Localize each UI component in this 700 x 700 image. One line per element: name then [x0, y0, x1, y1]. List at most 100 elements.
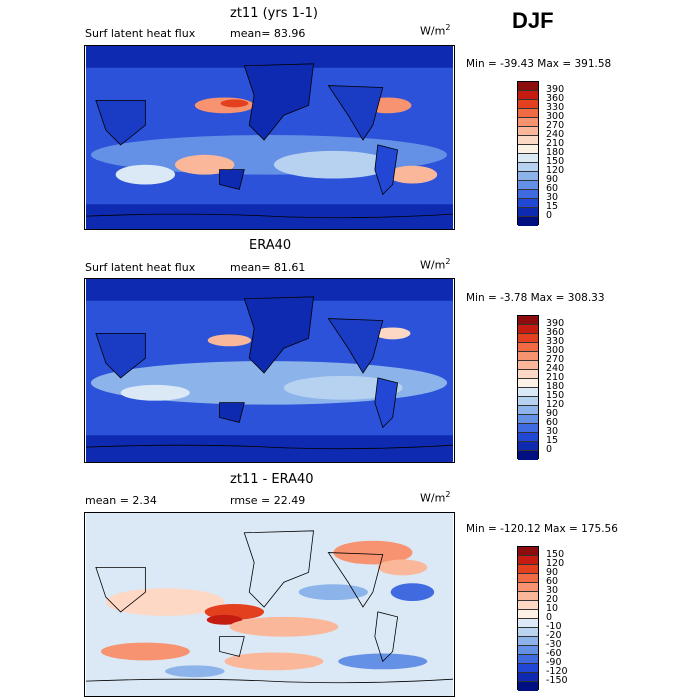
- colorbar-swatch: [518, 118, 538, 127]
- colorbar-swatch: [518, 583, 538, 592]
- colorbar-tick-label: 120: [546, 399, 565, 410]
- panel-title: zt11 - ERA40: [230, 472, 314, 487]
- colorbar-tick-label: -150: [546, 675, 568, 686]
- colorbar-swatch: [518, 556, 538, 565]
- colorbar-swatch: [518, 208, 538, 217]
- map-model: [84, 45, 455, 230]
- colorbar-swatch: [518, 637, 538, 646]
- colorbar-swatch: [518, 127, 538, 136]
- colorbar: [517, 546, 539, 691]
- colorbar-tick-label: -60: [546, 648, 562, 659]
- colorbar-tick-label: 390: [546, 318, 565, 329]
- colorbar-swatch: [518, 136, 538, 145]
- colorbar-tick-label: 150: [546, 156, 565, 167]
- colorbar-swatch: [518, 388, 538, 397]
- colorbar-swatch: [518, 664, 538, 673]
- colorbar-swatch: [518, 343, 538, 352]
- colorbar-tick-label: 300: [546, 345, 565, 356]
- map-reference: [84, 278, 455, 463]
- colorbar-swatch: [518, 217, 538, 226]
- colorbar-tick-label: 15: [546, 201, 559, 212]
- colorbar-swatch: [518, 361, 538, 370]
- colorbar-tick-label: 390: [546, 84, 565, 95]
- colorbar-swatch: [518, 451, 538, 460]
- colorbar-swatch: [518, 109, 538, 118]
- colorbar-swatch: [518, 592, 538, 601]
- colorbar-swatch: [518, 655, 538, 664]
- colorbar-tick-label: 210: [546, 372, 565, 383]
- colorbar-swatch: [518, 574, 538, 583]
- colorbar-tick-label: 30: [546, 585, 559, 596]
- colorbar-tick-label: -120: [546, 666, 568, 677]
- colorbar-tick-label: 360: [546, 327, 565, 338]
- unit-label: W/m2: [420, 490, 451, 505]
- colorbar-tick-label: 60: [546, 576, 559, 587]
- colorbar-swatch: [518, 334, 538, 343]
- colorbar-swatch: [518, 397, 538, 406]
- colorbar-swatch: [518, 442, 538, 451]
- colorbar-tick-label: 30: [546, 426, 559, 437]
- min-max-label: Min = -39.43 Max = 391.58: [466, 58, 612, 70]
- colorbar-swatch: [518, 100, 538, 109]
- colorbar-tick-label: 90: [546, 174, 559, 185]
- colorbar: [517, 315, 539, 460]
- colorbar-swatch: [518, 325, 538, 334]
- colorbar-tick-label: 330: [546, 102, 565, 113]
- colorbar-tick-label: 0: [546, 210, 553, 221]
- colorbar-swatch: [518, 547, 538, 556]
- colorbar-swatch: [518, 316, 538, 325]
- colorbar-swatch: [518, 190, 538, 199]
- colorbar-swatch: [518, 352, 538, 361]
- field-label: Surf latent heat flux: [85, 261, 196, 274]
- colorbar: [517, 81, 539, 226]
- colorbar-tick-label: -10: [546, 621, 562, 632]
- mean-value: mean= 81.61: [230, 261, 306, 274]
- colorbar-tick-label: 210: [546, 138, 565, 149]
- colorbar-swatch: [518, 199, 538, 208]
- colorbar-tick-label: -30: [546, 639, 562, 650]
- colorbar-tick-label: -20: [546, 630, 562, 641]
- min-max-label: Min = -3.78 Max = 308.33: [466, 292, 605, 304]
- colorbar-tick-label: 150: [546, 549, 565, 560]
- colorbar-swatch: [518, 163, 538, 172]
- colorbar-swatch: [518, 181, 538, 190]
- colorbar-swatch: [518, 145, 538, 154]
- colorbar-tick-label: 0: [546, 444, 553, 455]
- min-max-label: Min = -120.12 Max = 175.56: [466, 523, 618, 535]
- colorbar-tick-label: 0: [546, 612, 553, 623]
- colorbar-tick-label: 180: [546, 147, 565, 158]
- colorbar-swatch: [518, 379, 538, 388]
- season-label: DJF: [512, 8, 554, 33]
- colorbar-swatch: [518, 172, 538, 181]
- panel-title: zt11 (yrs 1-1): [230, 6, 318, 21]
- colorbar-swatch: [518, 433, 538, 442]
- colorbar-swatch: [518, 673, 538, 682]
- colorbar-tick-label: 90: [546, 408, 559, 419]
- colorbar-swatch: [518, 646, 538, 655]
- colorbar-swatch: [518, 415, 538, 424]
- colorbar-tick-label: 240: [546, 129, 565, 140]
- colorbar-tick-label: 120: [546, 165, 565, 176]
- colorbar-tick-label: 360: [546, 93, 565, 104]
- colorbar-tick-label: 60: [546, 183, 559, 194]
- colorbar-tick-label: -90: [546, 657, 562, 668]
- colorbar-swatch: [518, 370, 538, 379]
- colorbar-swatch: [518, 91, 538, 100]
- colorbar-tick-label: 300: [546, 111, 565, 122]
- colorbar-tick-label: 180: [546, 381, 565, 392]
- mean-value: mean = 2.34: [85, 494, 157, 507]
- colorbar-tick-label: 15: [546, 435, 559, 446]
- colorbar-swatch: [518, 682, 538, 691]
- colorbar-swatch: [518, 619, 538, 628]
- mean-value: mean= 83.96: [230, 27, 306, 40]
- colorbar-swatch: [518, 565, 538, 574]
- colorbar-tick-label: 330: [546, 336, 565, 347]
- colorbar-tick-label: 240: [546, 363, 565, 374]
- colorbar-tick-label: 120: [546, 558, 565, 569]
- panel-title: ERA40: [249, 238, 292, 253]
- colorbar-swatch: [518, 154, 538, 163]
- field-label: Surf latent heat flux: [85, 27, 196, 40]
- unit-label: W/m2: [420, 257, 451, 272]
- rmse-value: rmse = 22.49: [230, 494, 306, 507]
- unit-label: W/m2: [420, 23, 451, 38]
